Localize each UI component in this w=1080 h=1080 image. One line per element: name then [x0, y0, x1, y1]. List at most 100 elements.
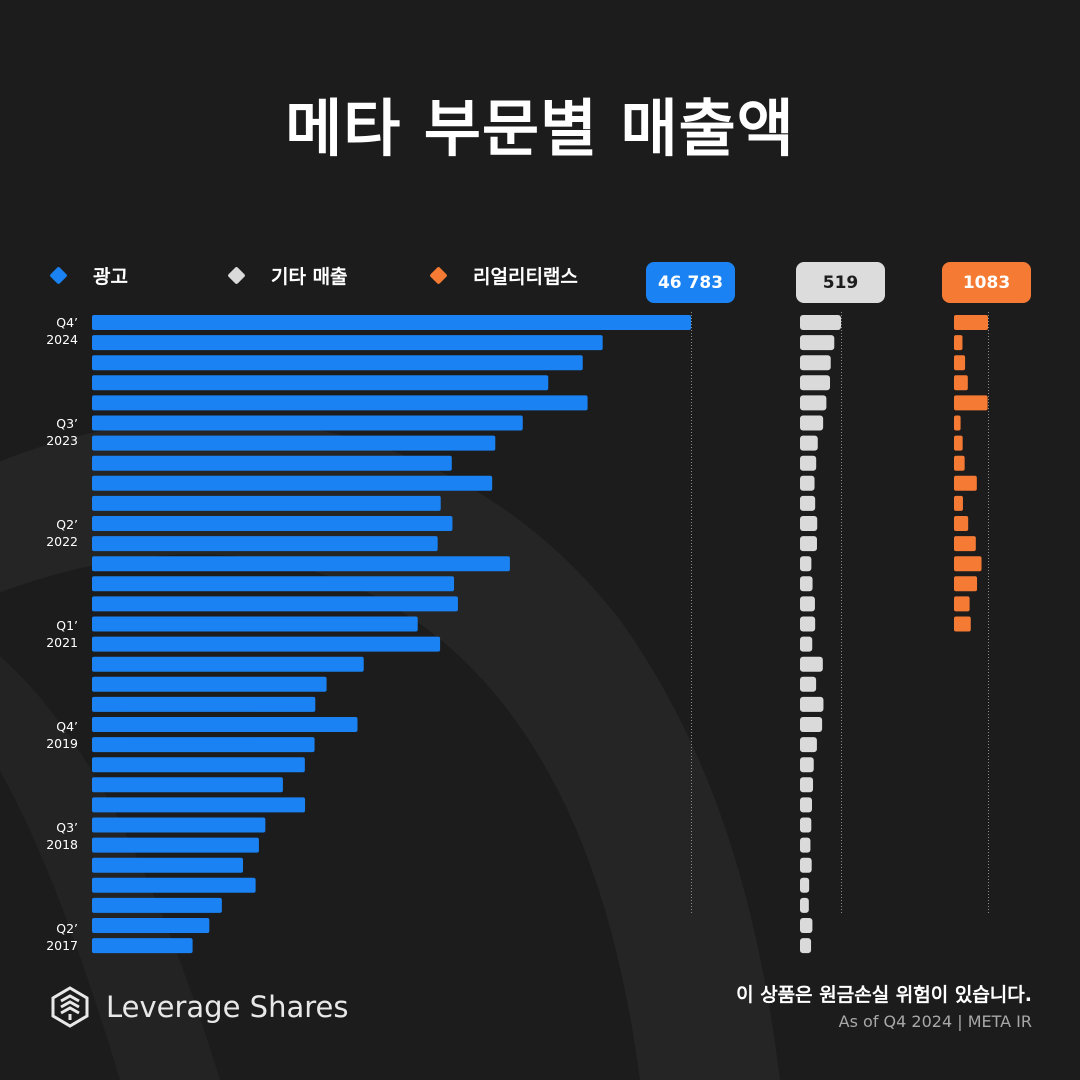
quarter-label: Q3’ 2018: [18, 819, 78, 853]
source-note: As of Q4 2024 | META IR: [839, 1012, 1032, 1031]
ads-max-badge: 46 783: [646, 262, 735, 303]
other-revenue-bar: [800, 878, 809, 893]
ads-bar: [92, 757, 305, 772]
other-revenue-bar: [800, 898, 809, 913]
ads-bar: [92, 335, 603, 350]
other-revenue-bar: [800, 677, 816, 692]
other-revenue-bar: [800, 436, 818, 451]
other-revenue-bar: [800, 496, 815, 511]
other-revenue-bar: [800, 596, 815, 611]
other-revenue-bar: [800, 657, 823, 672]
other-revenue-bar: [800, 697, 823, 712]
other-revenue-bar: [800, 918, 812, 933]
other-revenue-bar: [800, 717, 822, 732]
ads-bar: [92, 797, 305, 812]
legend-reality: 리얼리티랩스: [432, 262, 578, 289]
other-revenue-bar: [800, 818, 811, 833]
page-title: 메타 부문별 매출액: [0, 78, 1080, 168]
other-revenue-bar: [800, 375, 830, 390]
ads-bar: [92, 918, 209, 933]
ads-bar: [92, 496, 441, 511]
reality-labs-bar: [954, 456, 965, 471]
other-revenue-bar: [800, 757, 814, 772]
other-revenue-bar: [800, 456, 816, 471]
reality-labs-bar: [954, 596, 970, 611]
reality-labs-bar: [954, 355, 965, 370]
reality-labs-bar: [954, 617, 971, 632]
other-revenue-bar: [800, 637, 812, 652]
ads-bar: [92, 617, 418, 632]
ads-bar: [92, 436, 495, 451]
diamond-icon: [429, 266, 447, 284]
ads-bar: [92, 536, 438, 551]
reality-labs-bar: [954, 496, 963, 511]
other-revenue-bar: [800, 416, 823, 431]
legend-reality-label: 리얼리티랩스: [473, 262, 578, 289]
ads-bar: [92, 677, 327, 692]
ads-bar: [92, 898, 222, 913]
reality-labs-bar: [954, 476, 977, 491]
leverage-shares-logo-icon: [48, 985, 92, 1029]
ads-bar: [92, 576, 454, 591]
reality-labs-bar: [954, 375, 968, 390]
brand-name: Leverage Shares: [106, 990, 348, 1024]
other-revenue-bar: [800, 516, 817, 531]
ads-bar: [92, 596, 458, 611]
legend-other: 기타 매출: [230, 262, 348, 289]
quarter-label: Q1’ 2021: [18, 617, 78, 651]
other-revenue-bar: [800, 355, 831, 370]
quarter-label: Q4’ 2024: [18, 314, 78, 348]
ads-bar: [92, 818, 265, 833]
reality-labs-bar: [954, 315, 988, 330]
ads-bar: [92, 516, 452, 531]
quarter-label: Q2’ 2022: [18, 516, 78, 550]
other-revenue-bar: [800, 938, 811, 953]
other-revenue-bar: [800, 315, 841, 330]
quarter-label: Q4’ 2019: [18, 718, 78, 752]
legend-ads: 광고: [52, 262, 128, 289]
legend-ads-label: 광고: [93, 262, 128, 289]
other-revenue-bar: [800, 576, 813, 591]
ads-bar: [92, 315, 691, 330]
brand-logo: Leverage Shares: [48, 985, 348, 1029]
other-revenue-bar: [800, 858, 812, 873]
other-revenue-bar: [800, 617, 815, 632]
other-revenue-bar: [800, 797, 812, 812]
other-revenue-bar: [800, 395, 826, 410]
ads-bar: [92, 476, 492, 491]
max-guide-lines: [692, 312, 989, 915]
other-revenue-bars: [800, 315, 841, 953]
ads-bar: [92, 717, 357, 732]
reality-labs-bars: [954, 315, 988, 632]
ads-bar: [92, 355, 583, 370]
other-revenue-bar: [800, 476, 815, 491]
ads-bar: [92, 777, 283, 792]
other-max-badge: 519: [796, 262, 885, 303]
reality-max-badge: 1083: [942, 262, 1031, 303]
ads-bar: [92, 456, 452, 471]
quarter-label: Q3’ 2023: [18, 415, 78, 449]
quarter-label: Q2’ 2017: [18, 920, 78, 954]
ads-bar: [92, 938, 193, 953]
ads-bar: [92, 878, 256, 893]
reality-labs-bar: [954, 436, 963, 451]
reality-labs-bar: [954, 556, 982, 571]
other-revenue-bar: [800, 556, 811, 571]
reality-labs-bar: [954, 395, 988, 410]
other-revenue-bar: [800, 737, 817, 752]
legend-other-label: 기타 매출: [271, 262, 348, 289]
other-revenue-bar: [800, 536, 817, 551]
reality-labs-bar: [954, 536, 976, 551]
reality-labs-bar: [954, 335, 962, 350]
diamond-icon: [227, 266, 245, 284]
ads-bar: [92, 416, 523, 431]
diamond-icon: [49, 266, 67, 284]
reality-labs-bar: [954, 416, 961, 431]
reality-labs-bar: [954, 516, 968, 531]
ads-bar: [92, 556, 510, 571]
other-revenue-bar: [800, 777, 813, 792]
ads-bar: [92, 395, 588, 410]
other-revenue-bar: [800, 838, 810, 853]
ads-bar: [92, 637, 440, 652]
ads-bar: [92, 657, 364, 672]
